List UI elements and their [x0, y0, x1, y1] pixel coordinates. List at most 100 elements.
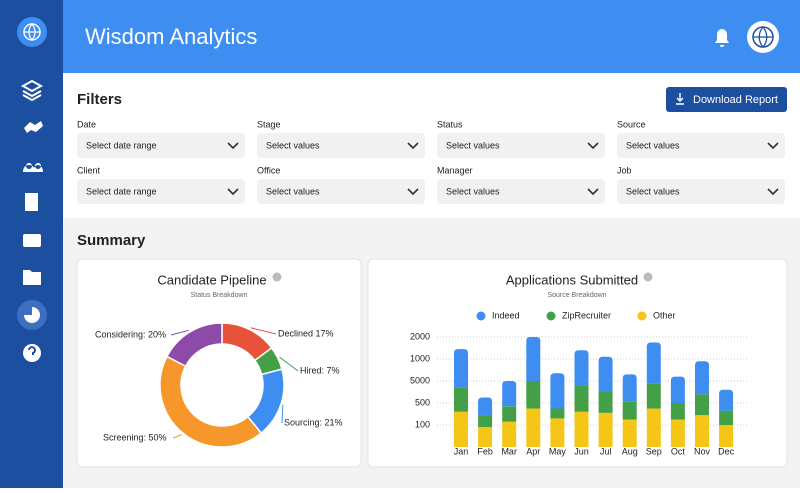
filter-label: Status	[437, 119, 463, 129]
bar-segment	[646, 408, 661, 447]
filters-title: Filters	[77, 91, 122, 108]
info-icon	[643, 272, 653, 282]
slice-label: Sourcing: 21%	[284, 417, 343, 427]
sidebar-icons	[17, 17, 47, 362]
bar-segment	[670, 419, 685, 447]
bar-segment	[502, 381, 517, 407]
bar-segment	[598, 412, 613, 447]
bar-segment	[622, 419, 637, 447]
dropdown-chevron	[587, 142, 599, 150]
briefcase-icon[interactable]	[23, 234, 41, 247]
bar-segment	[670, 403, 685, 420]
bar-segment	[478, 415, 493, 428]
dropdown-chevron	[227, 188, 239, 196]
chart-subtitle: Source Breakdown	[547, 292, 606, 299]
bar-segment	[598, 356, 613, 392]
bell-icon[interactable]	[715, 29, 729, 47]
filter-dropdown[interactable]	[437, 179, 605, 204]
bar-segment	[622, 374, 637, 402]
donut-slice	[159, 355, 263, 448]
filter-label: Manager	[437, 165, 473, 175]
filter-placeholder: Select values	[626, 186, 680, 196]
chart-icon	[24, 307, 40, 323]
bar-segment	[478, 397, 493, 416]
filter-label: Job	[617, 165, 632, 175]
dropdown-chevron	[407, 188, 419, 196]
filter-placeholder: Select values	[266, 140, 320, 150]
filter-placeholder: Select date range	[86, 186, 157, 196]
chart-title: Applications Submitted	[506, 272, 638, 287]
filter-label: Office	[257, 165, 280, 175]
filter-label: Stage	[257, 119, 281, 129]
leader-line	[172, 434, 182, 439]
help-glyph	[28, 346, 36, 355]
bar-segment	[670, 376, 685, 403]
bar-segment	[574, 350, 589, 386]
leader-line	[279, 356, 299, 372]
x-tick-label: Dec	[718, 446, 735, 456]
filter-dropdown[interactable]	[257, 133, 425, 158]
building-icon[interactable]	[25, 193, 38, 211]
download-button[interactable]	[666, 87, 787, 112]
x-tick-label: Feb	[477, 446, 493, 456]
summary-title: Summary	[77, 232, 146, 249]
bar-segment	[646, 342, 661, 384]
folder-icon[interactable]	[23, 270, 41, 285]
chart-subtitle: Status Breakdown	[191, 292, 248, 299]
chart-title: Candidate Pipeline	[157, 272, 266, 287]
bar-segment	[454, 411, 468, 447]
layers-icon[interactable]	[20, 79, 44, 102]
bar-segment	[478, 427, 493, 447]
filter-placeholder: Select values	[266, 186, 320, 196]
bar-segment	[526, 337, 541, 381]
bar-segment	[526, 408, 541, 447]
legend-label: Indeed	[492, 310, 520, 320]
bar-segment	[719, 389, 734, 411]
logo-globe-lines	[24, 23, 40, 41]
y-tick-label: 1000	[410, 353, 430, 363]
slice-label: Considering: 20%	[95, 329, 166, 339]
x-tick-label: May	[549, 446, 567, 456]
bar-segment	[502, 421, 517, 447]
bar-segment	[454, 387, 468, 412]
people-icon[interactable]	[23, 163, 43, 172]
filter-dropdown[interactable]	[77, 179, 245, 204]
bar-segment	[574, 411, 589, 447]
bar-segment	[719, 410, 734, 425]
x-tick-label: Aug	[622, 446, 638, 456]
bar-segment	[526, 381, 541, 409]
filter-placeholder: Select values	[446, 186, 500, 196]
avatar-globe-lines	[753, 26, 773, 48]
legend-swatch	[637, 311, 647, 321]
dropdown-chevron	[587, 188, 599, 196]
slice-label: Screening: 50%	[103, 432, 167, 442]
dropdown-chevron	[767, 142, 779, 150]
filter-dropdown[interactable]	[437, 133, 605, 158]
x-tick-label: Oct	[671, 446, 686, 456]
donut-slice	[165, 322, 223, 368]
bar-segment	[598, 392, 613, 413]
leader-line	[281, 404, 284, 424]
bar-segment	[695, 361, 709, 395]
x-tick-label: Jul	[600, 446, 612, 456]
filter-dropdown[interactable]	[617, 133, 785, 158]
filter-label: Source	[617, 119, 646, 129]
handshake-icon[interactable]	[24, 121, 43, 133]
x-tick-label: Nov	[694, 446, 711, 456]
pie-card	[76, 258, 362, 468]
filter-label: Date	[77, 119, 96, 129]
legend-swatch	[476, 311, 486, 321]
info-icon	[272, 272, 282, 282]
bar-segment	[646, 383, 661, 409]
filter-label: Client	[77, 165, 101, 175]
header	[63, 0, 800, 73]
filter-dropdown[interactable]	[77, 133, 245, 158]
y-tick-label: 2000	[410, 331, 430, 341]
bar-segment	[574, 385, 589, 412]
bar-segment	[719, 425, 734, 447]
filter-dropdown[interactable]	[617, 179, 785, 204]
x-tick-label: Mar	[501, 446, 517, 456]
filter-dropdown[interactable]	[257, 179, 425, 204]
bar-segment	[550, 373, 565, 409]
